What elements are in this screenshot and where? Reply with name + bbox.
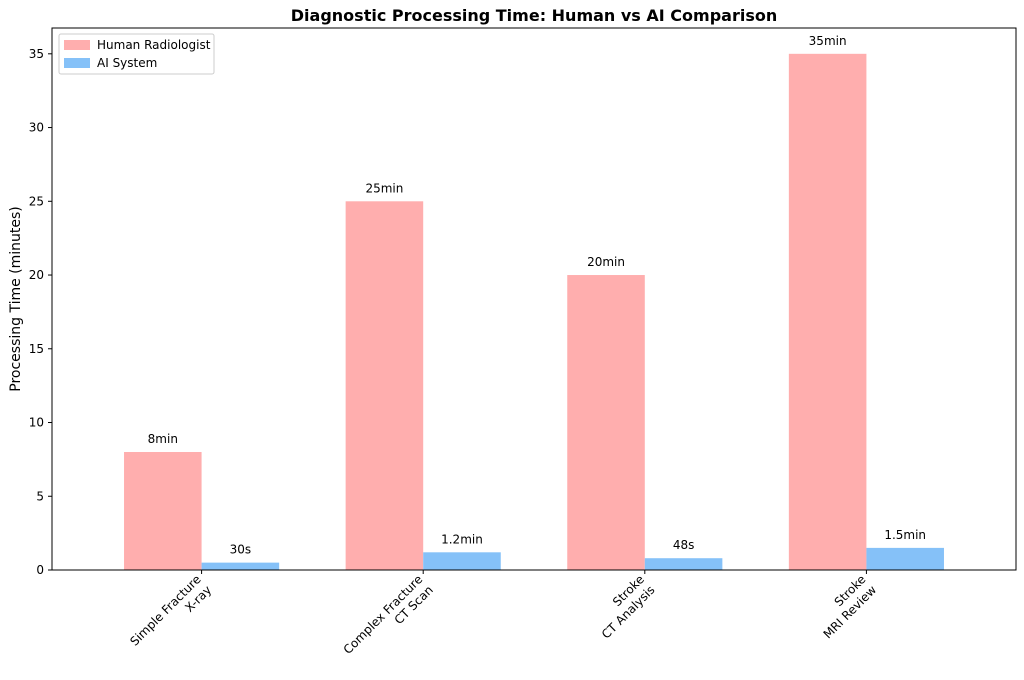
human-bar: [567, 275, 645, 570]
human-bar: [788, 53, 867, 571]
legend-swatch: [64, 58, 90, 68]
bar-value-label: 35min: [809, 34, 847, 48]
x-tick-label-text: Complex FractureCT Scan: [341, 572, 436, 667]
legend-box: [58, 33, 215, 75]
ai-bar: [866, 547, 944, 570]
x-tick-label-text: Simple FractureX-ray: [127, 572, 214, 659]
bar-value-label: 20min: [587, 255, 625, 269]
human-bar: [345, 201, 424, 570]
bar-value-label: 30s: [230, 543, 252, 557]
x-tick-label-text: StrokeMRI Review: [810, 572, 879, 641]
y-tick-label: 0: [36, 563, 44, 577]
bar-value-label: 25min: [365, 181, 403, 195]
legend-label: AI System: [97, 56, 157, 70]
x-tick-label: StrokeMRI Review: [810, 572, 880, 641]
plot-frame: [51, 27, 1017, 571]
y-tick-label: 35: [29, 47, 44, 61]
ai-bar: [644, 558, 723, 570]
bar-value-label: 1.2min: [441, 532, 483, 546]
bar-value-label: 48s: [673, 538, 695, 552]
x-tick-label-text: StrokeCT Analysis: [588, 572, 657, 641]
y-tick-label: 10: [29, 416, 44, 430]
y-tick-label: 30: [29, 121, 44, 135]
ai-bar: [423, 552, 501, 570]
bars-layer: [124, 53, 944, 571]
y-axis: 0 5 10 15 20 25 30 35: [29, 47, 52, 577]
x-tick-label: Complex FractureCT Scan: [341, 572, 436, 667]
y-tick-label: 5: [36, 489, 44, 503]
ai-bar: [201, 562, 280, 570]
y-tick-label: 15: [29, 342, 44, 356]
x-tick-label: Simple FractureX-ray: [127, 572, 214, 659]
legend-label: Human Radiologist: [97, 38, 211, 52]
bar-value-labels: 8min 25min 20min 35min 30s 1.2min 48s 1.5min: [148, 34, 926, 557]
legend-swatch: [64, 40, 90, 50]
x-axis: Simple FractureX-ray Complex FractureCT S…: [127, 570, 880, 667]
y-axis-label: Processing Time (minutes): [8, 206, 24, 392]
y-tick-label: 20: [29, 268, 44, 282]
human-bar: [124, 452, 202, 570]
bar-value-label: 1.5min: [884, 528, 926, 542]
legend: Human Radiologist AI System: [58, 33, 215, 75]
bar-value-label: 8min: [148, 432, 178, 446]
chart-title: Diagnostic Processing Time: Human vs AI …: [291, 6, 777, 25]
x-tick-label: StrokeCT Analysis: [588, 572, 658, 641]
y-tick-label: 25: [29, 194, 44, 208]
